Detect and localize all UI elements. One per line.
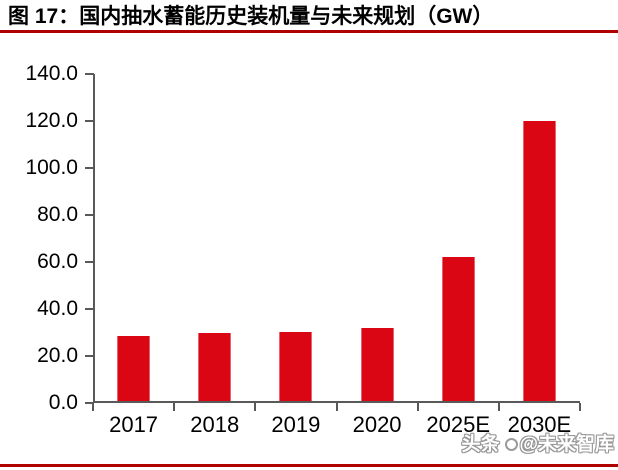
x-axis-tick <box>254 403 257 411</box>
plot-area <box>93 74 580 403</box>
bar <box>279 331 313 403</box>
y-axis-tick-label: 140.0 <box>25 62 78 85</box>
x-axis-tick-label: 2030E <box>507 412 572 437</box>
x-axis-tick <box>579 403 581 411</box>
bar <box>441 257 475 403</box>
y-axis-tick-label: 0.0 <box>48 391 78 414</box>
bar <box>198 332 232 403</box>
x-axis-tick-label: 2025E <box>426 412 491 437</box>
y-axis-tick <box>85 167 94 169</box>
y-axis-tick <box>85 402 94 404</box>
x-axis-tick <box>173 403 176 411</box>
watermark-logo-icon <box>505 438 519 451</box>
y-axis-tick <box>85 214 94 216</box>
y-axis-tick-label: 80.0 <box>37 203 78 226</box>
y-axis-tick-label: 100.0 <box>25 156 78 179</box>
bottom-border-rule <box>0 464 618 467</box>
y-axis-tick-label: 60.0 <box>37 250 78 273</box>
watermark-source: 头条 <box>461 434 500 455</box>
x-axis-tick <box>416 403 419 411</box>
y-axis-tick <box>85 261 94 263</box>
y-axis-tick-label: 40.0 <box>37 297 78 320</box>
x-axis-tick <box>92 403 94 411</box>
bar <box>522 121 556 403</box>
y-axis-tick <box>85 308 94 310</box>
x-axis-tick-label: 2020 <box>352 412 402 437</box>
y-axis-tick <box>85 120 94 122</box>
y-axis-tick <box>85 355 94 357</box>
x-axis-tick-label: 2017 <box>109 412 159 437</box>
bar <box>117 335 151 403</box>
watermark-handle: @未来智库 <box>519 434 614 455</box>
x-axis-tick-label: 2019 <box>271 412 321 437</box>
y-axis-tick <box>85 73 94 75</box>
figure-title: 图 17：国内抽水蓄能历史装机量与未来规划（GW） <box>8 5 494 28</box>
x-axis-tick <box>497 403 500 411</box>
y-axis-tick-label: 20.0 <box>37 344 78 367</box>
bar <box>360 328 394 403</box>
x-axis-tick <box>335 403 338 411</box>
y-axis-tick-label: 120.0 <box>25 109 78 132</box>
watermark: 头条 @未来智库 <box>461 433 614 457</box>
title-underline-rule <box>0 30 618 33</box>
x-axis-tick-label: 2018 <box>190 412 240 437</box>
